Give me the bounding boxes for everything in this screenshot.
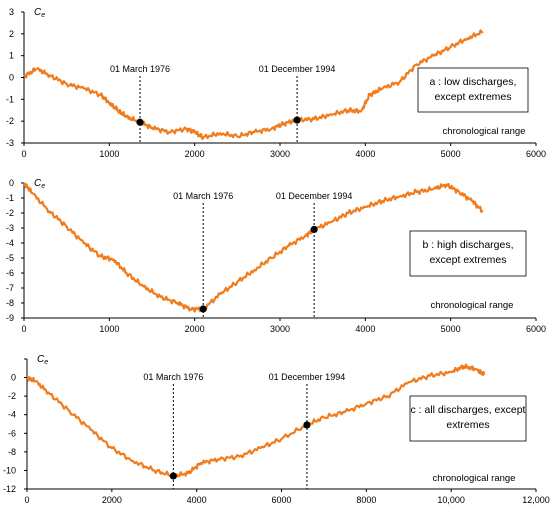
x-axis-label: chronological range — [433, 473, 516, 484]
y-tick-label: -2 — [8, 391, 16, 401]
y-axis-label: Ce — [34, 178, 45, 190]
x-tick-label: 4000 — [355, 149, 375, 159]
y-tick-label: -1 — [6, 94, 14, 104]
series-line — [26, 363, 486, 478]
x-tick-label: 12,000 — [522, 495, 550, 505]
event-marker-point — [303, 421, 311, 429]
y-tick-label: -6 — [8, 428, 16, 438]
event-label: 01 December 1994 — [259, 64, 336, 74]
x-tick-label: 2000 — [102, 495, 122, 505]
event-label: 01 March 1976 — [110, 64, 170, 74]
y-tick-label: -2 — [6, 116, 14, 126]
x-tick-label: 1000 — [99, 149, 119, 159]
event-label: 01 December 1994 — [269, 372, 346, 382]
event-label: 01 December 1994 — [276, 191, 353, 201]
y-tick-label: -4 — [8, 410, 16, 420]
x-tick-label: 6000 — [526, 324, 546, 334]
legend-frame — [409, 230, 527, 277]
legend-box: a : low discharges, except extremes — [417, 67, 529, 113]
y-tick-label: 2 — [9, 29, 14, 39]
x-tick-label: 0 — [24, 495, 29, 505]
legend-label: b : high discharges, — [422, 239, 513, 251]
x-tick-label: 6000 — [526, 149, 546, 159]
y-tick-label: -9 — [6, 313, 14, 323]
x-axis-label: chronological range — [431, 300, 514, 311]
event-label: 01 March 1976 — [173, 191, 233, 201]
y-tick-label: -8 — [8, 447, 16, 457]
legend-label: extremes — [446, 419, 489, 431]
x-tick-label: 2000 — [185, 149, 205, 159]
y-tick-label: -12 — [3, 484, 16, 494]
y-tick-label: -2 — [6, 208, 14, 218]
y-tick-label: -10 — [3, 465, 16, 475]
y-tick-label: -7 — [6, 283, 14, 293]
x-tick-label: 3000 — [270, 149, 290, 159]
series-line — [23, 182, 484, 313]
y-tick-label: 0 — [9, 178, 14, 188]
x-tick-label: 6000 — [271, 495, 291, 505]
y-tick-label: -4 — [6, 238, 14, 248]
event-marker-point — [199, 305, 207, 313]
event-label: 01 March 1976 — [143, 372, 203, 382]
event-marker-point — [310, 225, 318, 234]
x-tick-label: 4000 — [355, 324, 375, 334]
legend-box: b : high discharges, except extremes — [409, 230, 527, 277]
legend-label: except extremes — [429, 254, 506, 266]
legend-frame — [409, 395, 527, 442]
event-marker-point — [293, 116, 301, 124]
series-line — [23, 29, 484, 141]
x-tick-label: 5000 — [441, 324, 461, 334]
x-tick-label: 5000 — [441, 149, 461, 159]
x-tick-label: 8000 — [356, 495, 376, 505]
y-axis-label: Ce — [37, 354, 48, 366]
x-tick-label: 0 — [21, 149, 26, 159]
x-tick-label: 2000 — [185, 324, 205, 334]
event-marker-point — [169, 472, 177, 480]
chart-panel-b: -9 -8 -7 -6 -5 -4 -3 -2 -1 0 0 1000 2000 3000 4000 5000… — [6, 178, 546, 334]
x-tick-label: 0 — [21, 324, 26, 334]
x-tick-label: 1000 — [99, 324, 119, 334]
y-tick-label: 3 — [9, 7, 14, 17]
y-tick-label: -1 — [6, 193, 14, 203]
y-tick-label: -5 — [6, 253, 14, 263]
y-tick-label: -3 — [6, 223, 14, 233]
y-tick-label: -6 — [6, 268, 14, 278]
legend-label: except extremes — [434, 91, 511, 103]
y-tick-label: -8 — [6, 298, 14, 308]
y-tick-label: 1 — [9, 51, 14, 61]
y-axis-label: Ce — [34, 7, 45, 19]
x-tick-label: 10,000 — [437, 495, 465, 505]
y-tick-label: 0 — [9, 73, 14, 83]
x-axis-label: chronological range — [443, 126, 526, 137]
y-tick-label: -3 — [6, 138, 14, 148]
chart-panel-a: -3 -2 -1 0 1 2 3 0 1000 2000 3000 4000 5000 6000 Ce chr… — [6, 7, 546, 159]
y-tick-label: 0 — [11, 373, 16, 383]
event-marker-point — [136, 118, 144, 126]
chart-panel-c: -12 -10 -8 -6 -4 -2 0 0 2000 4000 6000 8000 10,000 12… — [3, 354, 550, 505]
legend-box: c : all discharges, except extremes — [409, 395, 527, 442]
legend-frame — [417, 67, 529, 113]
x-tick-label: 3000 — [270, 324, 290, 334]
x-tick-label: 4000 — [187, 495, 207, 505]
legend-label: c : all discharges, except — [411, 404, 526, 416]
legend-label: a : low discharges, — [430, 76, 517, 88]
